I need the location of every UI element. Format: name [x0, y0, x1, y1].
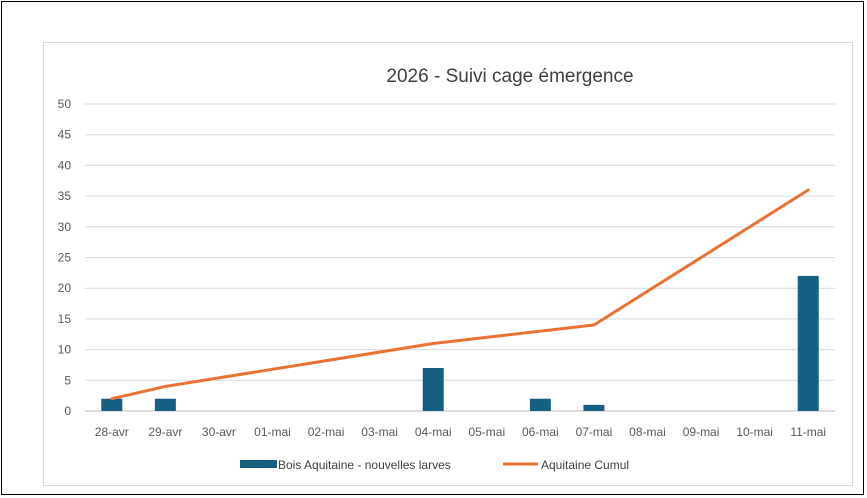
chart-area	[43, 42, 853, 486]
y-tick-label: 40	[58, 158, 72, 172]
chart-title: 2026 - Suivi cage émergence	[386, 66, 633, 87]
cumul-line	[110, 188, 810, 401]
x-tick-label: 02-mai	[308, 425, 345, 439]
y-tick-label: 45	[58, 128, 72, 142]
bar	[529, 398, 551, 411]
y-tick-label: 15	[58, 312, 72, 326]
x-tick-label: 11-mai	[790, 425, 826, 439]
x-tick-label: 03-mai	[361, 425, 398, 439]
y-tick-label: 35	[58, 189, 72, 203]
line-series	[110, 188, 810, 401]
y-tick-label: 20	[58, 281, 72, 295]
bar	[422, 368, 444, 411]
bar-series	[101, 275, 819, 411]
x-tick-label: 30-avr	[202, 425, 236, 439]
x-tick-label: 10-mai	[736, 425, 773, 439]
y-tick-label: 30	[58, 220, 72, 234]
gridlines	[85, 103, 835, 412]
x-tick-label: 07-mai	[576, 425, 613, 439]
y-tick-label: 25	[58, 251, 72, 265]
bar	[154, 398, 176, 411]
bar	[101, 398, 123, 411]
y-tick-label: 50	[58, 97, 72, 111]
x-tick-label: 08-mai	[629, 425, 666, 439]
bar	[583, 404, 605, 411]
x-tick-label: 09-mai	[683, 425, 720, 439]
x-tick-label: 06-mai	[522, 425, 559, 439]
y-tick-label: 10	[58, 343, 72, 357]
y-axis-ticks: 0 5 10 15 20 25 30 35 40 45 50	[58, 97, 72, 418]
y-tick-label: 5	[64, 373, 71, 387]
x-tick-label: 28-avr	[95, 425, 129, 439]
x-tick-label: 04-mai	[415, 425, 452, 439]
legend: Bois Aquitaine - nouvelles larves Aquitai…	[240, 458, 629, 472]
y-tick-label: 0	[64, 404, 71, 418]
x-tick-label: 05-mai	[468, 425, 505, 439]
legend-swatch-bar	[240, 460, 277, 468]
legend-label-bar: Bois Aquitaine - nouvelles larves	[278, 458, 451, 472]
legend-label-line: Aquitaine Cumul	[541, 458, 629, 472]
x-axis-ticks: 28-avr 29-avr 30-avr 01-mai 02-mai 03-mai 04-m…	[95, 425, 826, 439]
bar	[797, 275, 819, 411]
x-tick-label: 29-avr	[148, 425, 182, 439]
x-tick-label: 01-mai	[254, 425, 291, 439]
